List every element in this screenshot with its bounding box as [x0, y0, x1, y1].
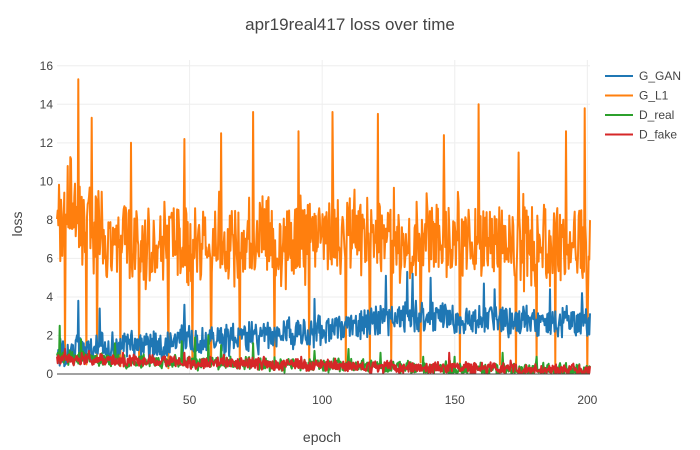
legend-item-d-fake[interactable]: D_fake — [605, 128, 677, 142]
y-tick-label: 12 — [40, 136, 54, 150]
chart-title: apr19real417 loss over time — [245, 15, 455, 34]
legend-label: G_L1 — [639, 89, 669, 103]
y-axis-title: loss — [9, 212, 25, 237]
legend-item-d-real[interactable]: D_real — [605, 108, 674, 122]
x-tick-label: 150 — [445, 393, 465, 407]
legend-label: D_real — [639, 108, 674, 122]
legend[interactable]: G_GAN G_L1 D_real D_fake — [605, 69, 681, 142]
y-tick-label: 16 — [40, 59, 54, 73]
legend-label: D_fake — [639, 128, 677, 142]
y-tick-label: 2 — [46, 328, 53, 342]
x-tick-label: 200 — [577, 393, 597, 407]
legend-item-g-gan[interactable]: G_GAN — [605, 69, 681, 83]
x-tick-label: 100 — [312, 393, 332, 407]
y-tick-label: 4 — [46, 290, 53, 304]
y-tick-label: 14 — [40, 97, 54, 111]
y-tick-label: 6 — [46, 251, 53, 265]
legend-item-g-l1[interactable]: G_L1 — [605, 89, 669, 103]
y-tick-label: 0 — [46, 367, 53, 381]
y-tick-label: 10 — [40, 174, 54, 188]
x-tick-label: 50 — [183, 393, 197, 407]
x-axis-title: epoch — [303, 429, 341, 445]
y-tick-label: 8 — [46, 213, 53, 227]
legend-label: G_GAN — [639, 69, 681, 83]
series-group — [57, 79, 590, 373]
series-line-g-gan — [57, 272, 590, 366]
